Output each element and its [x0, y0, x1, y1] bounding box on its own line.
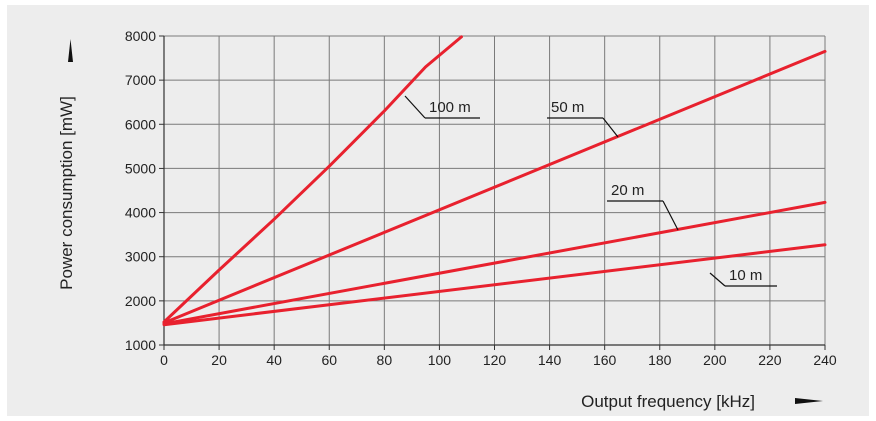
label-leader-line — [603, 118, 618, 137]
x-tick-label: 0 — [160, 352, 168, 368]
x-tick-label: 220 — [758, 352, 782, 368]
y-tick-label: 8000 — [125, 28, 156, 44]
y-tick-label: 1000 — [125, 337, 156, 353]
y-axis-arrow-icon — [68, 39, 73, 62]
label-leader-line — [710, 273, 725, 286]
series-label-text: 20 m — [611, 182, 644, 199]
grid — [164, 36, 825, 345]
series-label-text: 50 m — [551, 99, 584, 116]
x-tick-label: 180 — [648, 352, 672, 368]
y-tick-label: 5000 — [125, 160, 156, 176]
series-label-10m: 10 m — [710, 267, 777, 286]
x-axis-arrow-icon — [795, 398, 823, 404]
axes — [159, 36, 825, 350]
label-leader-line — [405, 96, 425, 118]
y-tick-label: 4000 — [125, 205, 156, 221]
x-tick-label: 40 — [266, 352, 282, 368]
x-tick-label: 100 — [428, 352, 452, 368]
series-label-20m: 20 m — [607, 182, 678, 230]
x-tick-label: 80 — [377, 352, 393, 368]
x-tick-label: 240 — [813, 352, 837, 368]
x-axis-title: Output frequency [kHz] — [581, 392, 755, 411]
series-label-text: 100 m — [429, 99, 471, 116]
label-leader-line — [663, 201, 678, 230]
y-tick-label: 7000 — [125, 72, 156, 88]
series-label-text: 10 m — [729, 267, 762, 284]
x-tick-label: 140 — [538, 352, 562, 368]
x-tick-label: 20 — [211, 352, 227, 368]
x-tick-label: 120 — [483, 352, 507, 368]
series-label-100m: 100 m — [405, 96, 480, 118]
y-tick-label: 6000 — [125, 116, 156, 132]
x-tick-label: 200 — [703, 352, 727, 368]
x-tick-label: 60 — [321, 352, 337, 368]
y-tick-label: 2000 — [125, 293, 156, 309]
power-consumption-chart: 0 20 40 60 80 100 120 140 160 180 200 220 240 1000 200… — [7, 5, 869, 416]
series-label-50m: 50 m — [547, 99, 618, 137]
y-axis-title: Power consumption [mW] — [57, 96, 76, 290]
x-tick-label: 160 — [593, 352, 617, 368]
chart-panel: 0 20 40 60 80 100 120 140 160 180 200 220 240 1000 200… — [7, 5, 869, 416]
y-tick-label: 3000 — [125, 249, 156, 265]
